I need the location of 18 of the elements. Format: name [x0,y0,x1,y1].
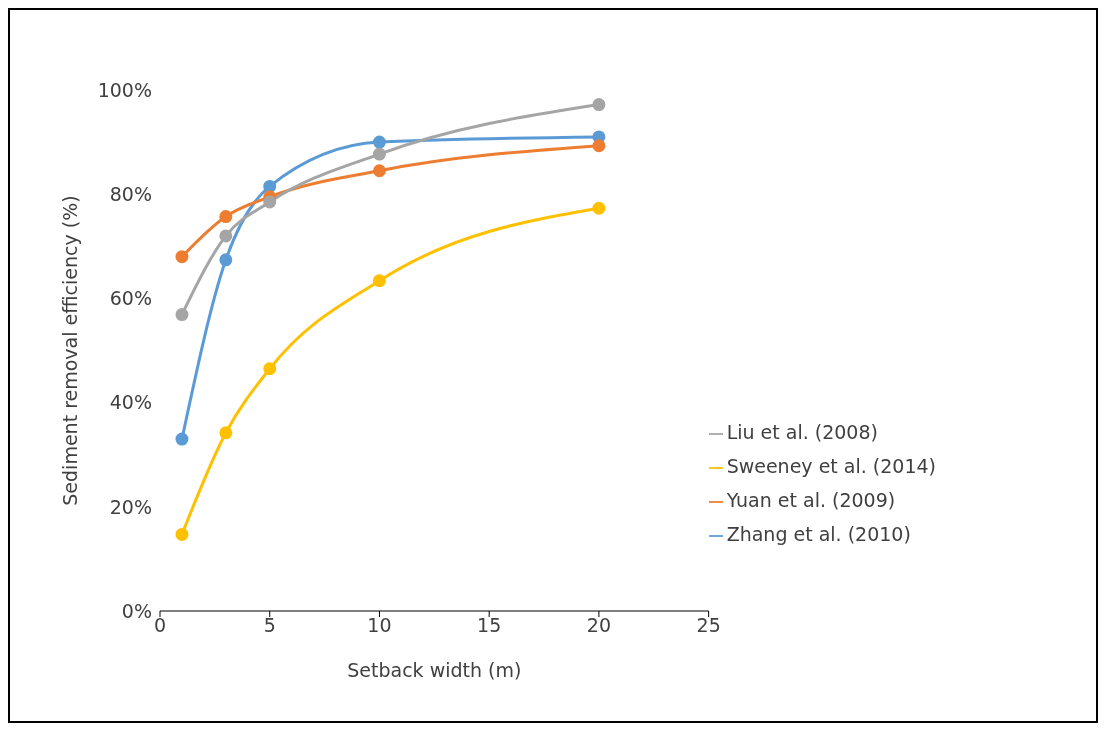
x-tick-label: 20 [586,614,612,637]
legend-label: Zhang et al. (2010) [726,523,911,545]
y-tick-label: 20% [109,495,152,518]
y-tick-label: 40% [109,391,152,414]
y-tick-label: 100% [97,78,152,101]
x-axis-title: Setback width (m) [347,659,522,681]
x-tick-label: 0 [153,614,167,637]
legend-label: Yuan et al. (2009) [726,489,896,511]
x-tick-label: 25 [696,614,721,637]
y-axis-title: Sediment removal efficiency (%) [58,195,81,506]
y-tick-label: 60% [109,287,152,310]
x-tick-label: 10 [367,614,392,637]
legend-label: Sweeney et al. (2014) [726,455,936,477]
y-tick-label: 0% [121,599,152,622]
legend-label: Liu et al. (2008) [726,421,878,443]
y-tick-label: 80% [109,182,152,205]
x-tick-label: 15 [477,614,502,637]
x-tick-label: 5 [263,614,276,637]
